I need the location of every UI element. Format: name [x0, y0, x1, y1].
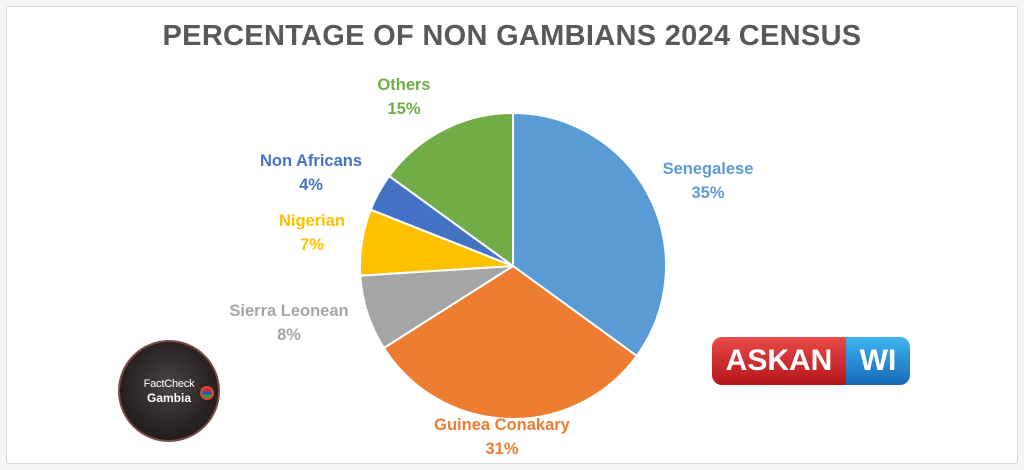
slice-label-non-africans: Non Africans [260, 152, 362, 170]
slice-label-guinea-conakary: Guinea Conakary [434, 416, 571, 434]
askanwi-logo: ASKAN WI [712, 337, 910, 385]
slice-label-others: Others [377, 76, 430, 94]
slice-value-non-africans: 4% [299, 176, 323, 194]
chart-title: PERCENTAGE OF NON GAMBIANS 2024 CENSUS [162, 20, 862, 52]
slice-label-sierra-leonean: Sierra Leonean [229, 302, 348, 320]
pie-slice-senegalese [512, 111, 667, 358]
slice-value-senegalese: 35% [691, 184, 724, 202]
factcheck-logo-line2: Gambia [146, 391, 191, 405]
factcheck-logo-line1: FactCheck [143, 378, 195, 390]
factcheck-gambia-logo: FactCheck Gambia [118, 340, 220, 442]
slice-value-guinea-conakary: 31% [485, 440, 518, 458]
slice-label-nigerian: Nigerian [279, 212, 345, 230]
askanwi-logo-right: WI [846, 337, 910, 385]
slice-label-senegalese: Senegalese [663, 160, 754, 178]
slice-value-sierra-leonean: 8% [277, 326, 301, 344]
slice-value-others: 15% [387, 100, 420, 118]
slice-value-nigerian: 7% [300, 236, 324, 254]
pie-slice-others [387, 111, 514, 268]
askanwi-logo-left: ASKAN [712, 337, 846, 385]
magnifier-icon [200, 386, 214, 400]
pie-slice-guinea-conakary [382, 264, 639, 420]
